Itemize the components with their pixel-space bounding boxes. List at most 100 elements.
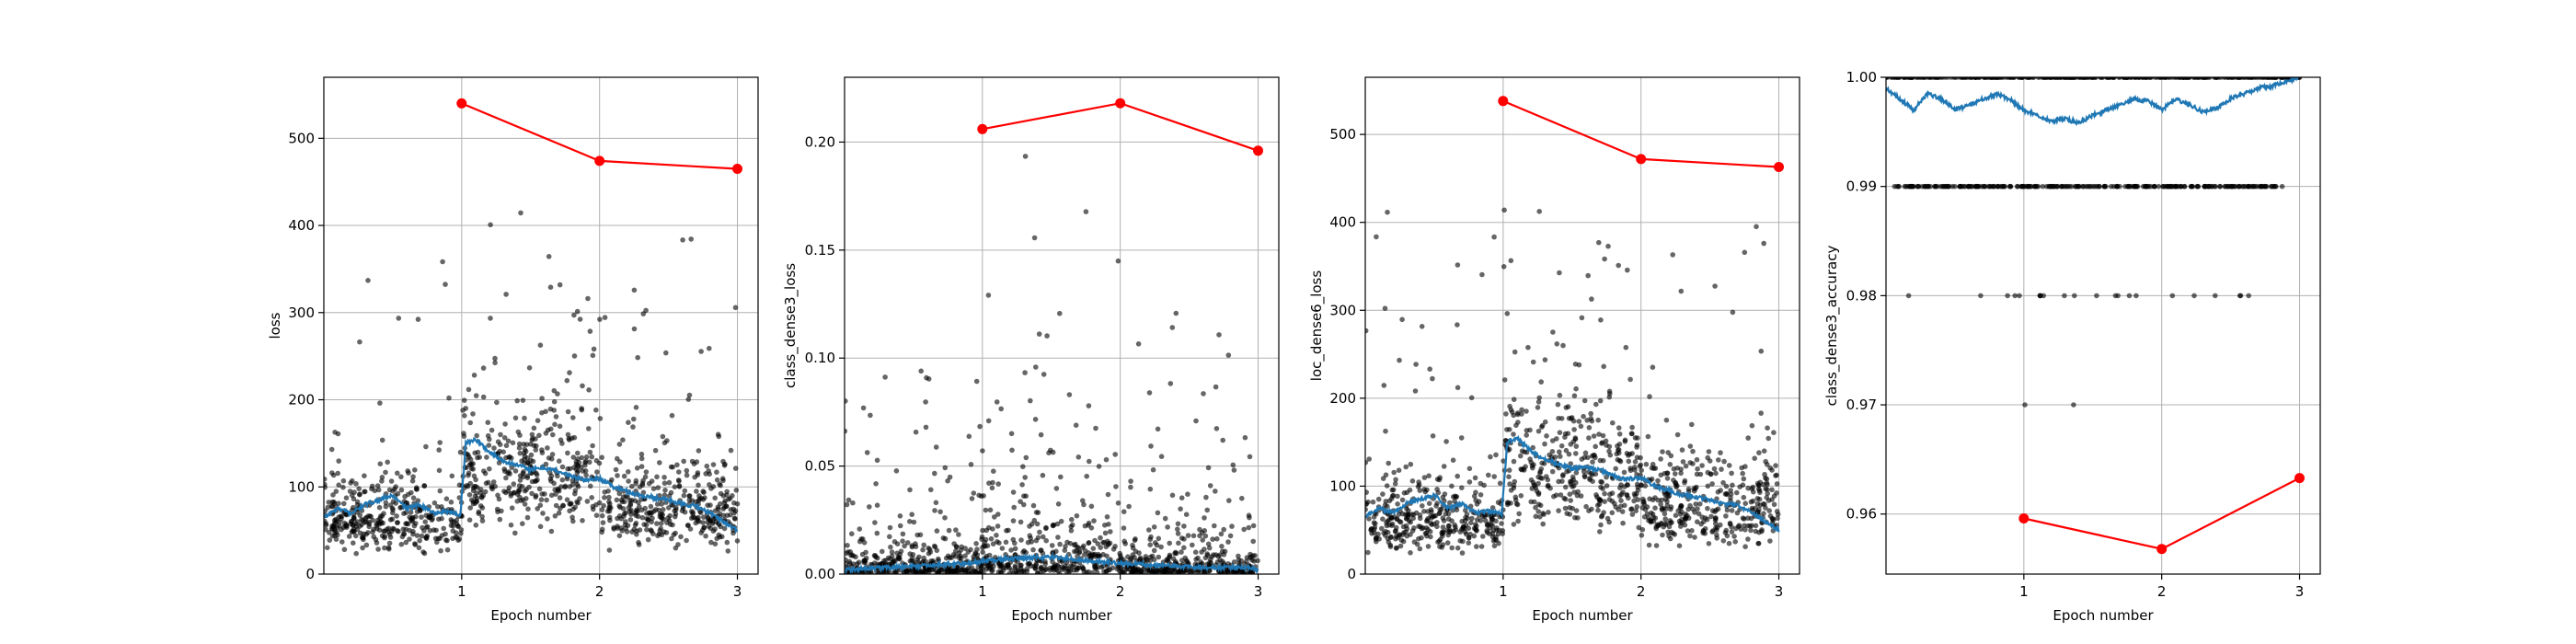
scatter-point <box>579 406 584 411</box>
scatter-point <box>1650 466 1657 471</box>
scatter-point <box>1616 447 1622 453</box>
scatter-point <box>340 477 347 484</box>
scatter-point <box>2271 183 2277 190</box>
scatter-point <box>1401 530 1407 535</box>
scatter-point <box>657 460 662 466</box>
scatter-point <box>548 528 555 535</box>
scatter-point <box>1508 258 1514 264</box>
scatter-point <box>443 282 448 287</box>
scatter-point <box>456 536 463 542</box>
scatter-point <box>1721 458 1727 465</box>
scatter-point <box>439 515 444 522</box>
scatter-point <box>566 435 572 442</box>
scatter-point <box>1474 501 1480 507</box>
scatter-point <box>927 549 934 555</box>
scatter-point <box>985 563 992 569</box>
scatter-point <box>354 499 361 505</box>
scatter-point <box>1572 514 1578 521</box>
scatter-point <box>1033 537 1040 544</box>
scatter-point <box>1088 553 1095 558</box>
scatter-point <box>1678 523 1684 529</box>
scatter-point <box>1419 324 1425 329</box>
scatter-point <box>1567 491 1573 497</box>
scatter-point <box>700 520 706 525</box>
scatter-point <box>1473 489 1478 495</box>
scatter-point <box>1763 505 1768 511</box>
y-tick-label: 0.05 <box>805 458 835 475</box>
scatter-point <box>1458 435 1465 441</box>
scatter-point <box>567 466 573 472</box>
x-tick-label: 2 <box>1637 583 1646 600</box>
scatter-point <box>1365 549 1371 556</box>
scatter-point <box>861 559 867 566</box>
scatter-point <box>1557 449 1562 455</box>
scatter-point <box>977 423 983 430</box>
scatter-point <box>2047 77 2053 80</box>
scatter-point <box>375 546 381 552</box>
scatter-point <box>1604 483 1610 489</box>
scatter-point <box>516 445 523 451</box>
scatter-point <box>1740 470 1745 477</box>
scatter-point <box>1593 401 1599 408</box>
scatter-point <box>1714 527 1719 533</box>
scatter-point <box>1598 522 1604 528</box>
scatter-point <box>1726 463 1732 468</box>
scatter-point <box>349 492 355 499</box>
scatter-point <box>1211 552 1216 558</box>
scatter-point <box>1004 528 1009 534</box>
scatter-point <box>1391 469 1397 476</box>
scatter-point <box>400 526 407 532</box>
scatter-point <box>1133 536 1138 542</box>
scatter-point <box>1536 395 1542 401</box>
scatter-point <box>1663 417 1670 423</box>
scatter-point <box>1083 547 1088 554</box>
scatter-point <box>1032 417 1039 422</box>
scatter-point <box>1083 209 1089 214</box>
scatter-point <box>496 460 502 466</box>
scatter-point <box>864 450 870 455</box>
scatter-point <box>666 505 672 511</box>
scatter-point <box>718 482 723 489</box>
scatter-point <box>969 496 975 501</box>
scatter-point <box>1967 183 1972 190</box>
scatter-point <box>1639 467 1644 473</box>
scatter-point <box>1408 550 1413 556</box>
scatter-point <box>1737 484 1742 489</box>
scatter-point <box>1541 512 1547 517</box>
scatter-point <box>577 316 583 322</box>
scatter-point <box>2132 77 2138 80</box>
scatter-point <box>567 370 572 375</box>
scatter-point <box>1204 552 1211 558</box>
scatter-point <box>728 447 734 454</box>
scatter-point <box>518 210 523 216</box>
y-tick-label: 300 <box>1329 302 1356 318</box>
scatter-point <box>1915 183 1922 190</box>
plot-area <box>1365 207 1781 556</box>
scatter-point <box>1400 538 1407 545</box>
scatter-point <box>461 397 467 403</box>
scatter-point <box>1774 472 1779 478</box>
scatter-point <box>553 491 558 497</box>
scatter-point <box>1018 519 1024 525</box>
scatter-point <box>379 475 385 480</box>
scatter-point <box>1655 477 1661 484</box>
scatter-point <box>1678 503 1685 509</box>
scatter-point <box>435 504 441 510</box>
scatter-point <box>984 543 991 548</box>
scatter-point <box>2007 77 2014 80</box>
scatter-point <box>1734 510 1741 516</box>
scatter-point <box>1128 484 1133 490</box>
scatter-point <box>947 474 953 480</box>
scatter-point <box>502 421 508 427</box>
scatter-point <box>2027 183 2033 190</box>
scatter-point <box>669 535 674 542</box>
scatter-point <box>1008 547 1014 553</box>
scatter-point <box>1022 475 1028 480</box>
scatter-point <box>386 540 393 546</box>
scatter-point <box>599 526 605 533</box>
scatter-point <box>845 497 852 503</box>
scatter-point <box>980 545 985 550</box>
scatter-point <box>1705 505 1710 512</box>
scatter-point <box>1121 525 1127 531</box>
scatter-point <box>1503 411 1509 417</box>
